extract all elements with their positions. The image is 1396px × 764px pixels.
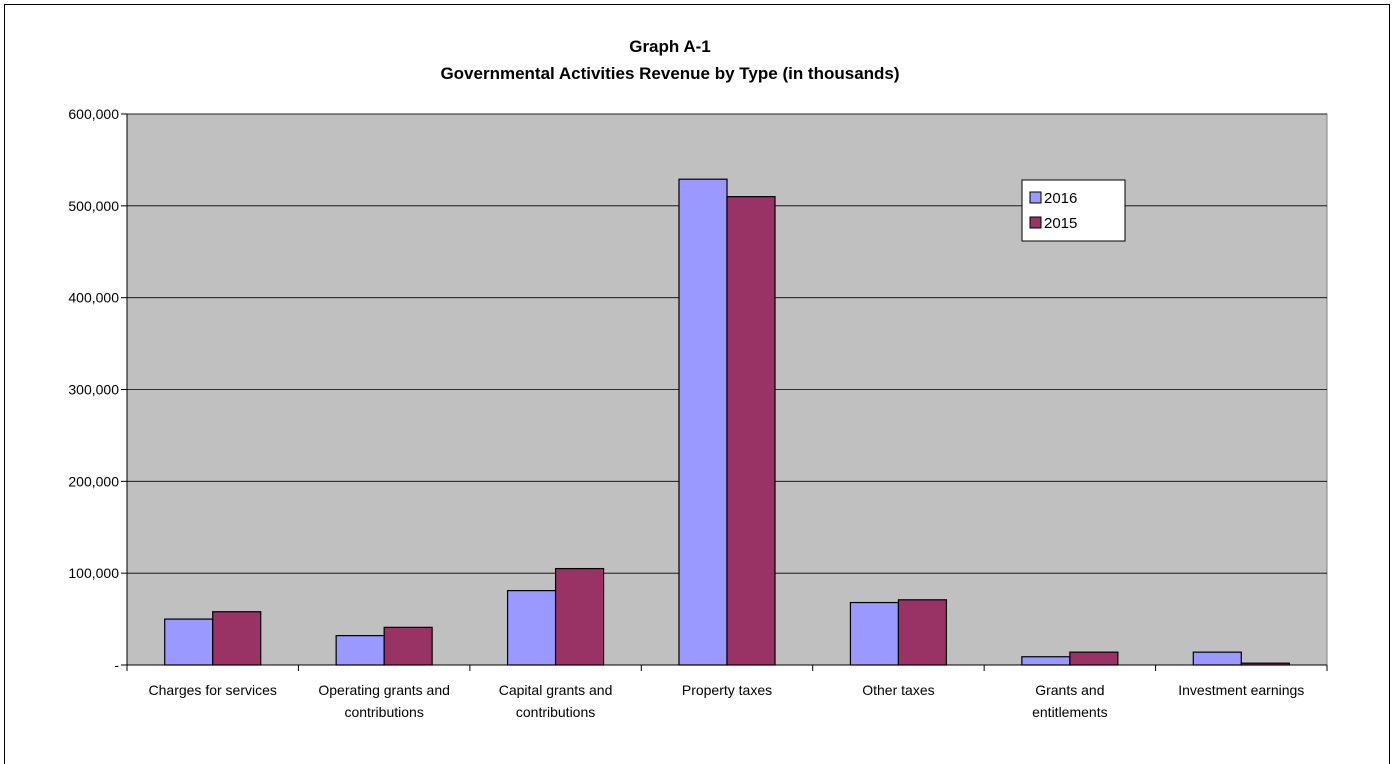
legend: 2016 2015 [1021, 179, 1126, 242]
x-category-label: Grants and [1035, 682, 1104, 698]
x-category-label: Operating grants and [318, 682, 450, 698]
bar-2015 [212, 611, 262, 666]
legend-label: 2015 [1044, 215, 1077, 232]
bar-2015 [1069, 651, 1119, 666]
y-tick-label: 200,000 [68, 473, 119, 489]
x-category-label: Investment earnings [1178, 682, 1304, 698]
bar-2015 [554, 567, 605, 666]
bars [164, 178, 1290, 666]
bar-2015 [897, 599, 948, 666]
bar-2016 [506, 590, 557, 666]
bar-2016 [1192, 651, 1242, 666]
x-category-label: contributions [516, 704, 595, 720]
bar-2016 [849, 601, 900, 666]
bar-2016 [1021, 656, 1071, 666]
y-tick-label: 300,000 [68, 382, 119, 398]
x-axis: Charges for services Operating grants and… [126, 664, 1328, 720]
bar-2015 [1240, 662, 1290, 666]
x-category-label: Charges for services [149, 682, 277, 698]
legend-box [1021, 179, 1126, 242]
y-axis: - 100,000 200,000 300,000 400,000 500,000 600,… [68, 106, 128, 673]
bar-2016 [335, 635, 385, 666]
x-category-label: entitlements [1032, 704, 1107, 720]
bar-2015 [726, 196, 776, 666]
y-tick-label: 500,000 [68, 198, 119, 214]
x-category-label: Property taxes [682, 682, 772, 698]
chart-title: Graph A-1 [629, 37, 711, 56]
y-tick-label: 100,000 [68, 565, 119, 581]
y-tick-label: - [114, 657, 119, 673]
x-category-label: Capital grants and [499, 682, 613, 698]
legend-label: 2016 [1044, 190, 1077, 207]
chart-subtitle: Governmental Activities Revenue by Type … [440, 64, 899, 83]
x-category-label: contributions [344, 704, 423, 720]
legend-swatch [1029, 191, 1042, 204]
bar-2016 [164, 618, 214, 666]
y-tick-label: 400,000 [68, 290, 119, 306]
bar-2015 [383, 626, 433, 666]
x-category-label: Other taxes [862, 682, 934, 698]
legend-swatch [1029, 216, 1042, 229]
bar-2016 [678, 178, 728, 666]
y-tick-label: 600,000 [68, 106, 119, 122]
